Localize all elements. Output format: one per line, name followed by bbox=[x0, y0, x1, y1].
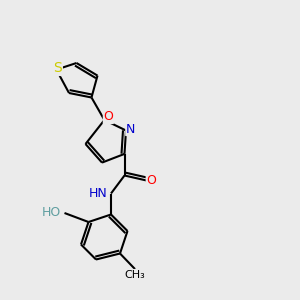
Text: S: S bbox=[53, 61, 62, 75]
Text: CH₃: CH₃ bbox=[124, 269, 146, 280]
Text: N: N bbox=[126, 122, 135, 136]
Text: HO: HO bbox=[42, 206, 61, 220]
Text: HN: HN bbox=[89, 187, 108, 200]
Text: O: O bbox=[103, 110, 113, 124]
Text: O: O bbox=[146, 174, 156, 187]
